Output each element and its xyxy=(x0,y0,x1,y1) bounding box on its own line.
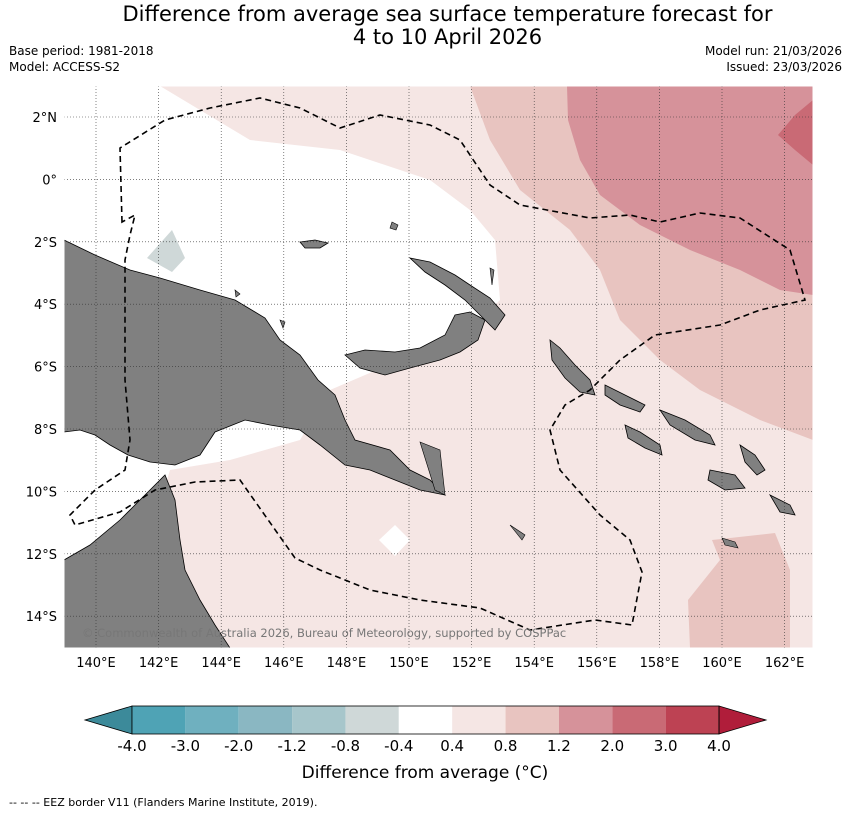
longitude-tick-label: 142°E xyxy=(139,656,179,671)
anomaly-band-2.0 xyxy=(778,100,813,165)
colorbar-extend-high xyxy=(718,705,768,735)
latitude-tick-label: 6°S xyxy=(34,361,57,376)
land-bougainville xyxy=(549,339,596,396)
land-new-ireland xyxy=(408,257,506,331)
colorbar-tick-label: -0.4 xyxy=(384,737,413,755)
title-line-1: Difference from average sea surface temp… xyxy=(122,2,773,26)
colorbar-tick-label: 0.8 xyxy=(494,737,518,755)
colorbar-tick-label: -4.0 xyxy=(117,737,146,755)
latitude-labels: 2°N 0° 2°S 4°S 6°S 8°S 10°S 12°S 14°S xyxy=(26,111,57,625)
longitude-tick-label: 154°E xyxy=(514,656,554,671)
anomaly-band-1.2 xyxy=(567,86,813,295)
sst-map: © Commonwealth of Australia 2026, Bureau… xyxy=(26,85,814,671)
colorbar-segment xyxy=(185,706,239,734)
grid-lines xyxy=(64,86,813,648)
anomaly-patch-neutral xyxy=(379,525,410,556)
colorbar-tick-label: 4.0 xyxy=(707,737,731,755)
land-australia-cape-york xyxy=(64,474,231,648)
colorbar-outline xyxy=(131,705,720,735)
colorbar-segment xyxy=(612,706,666,734)
colorbar-tick-label: -1.2 xyxy=(277,737,306,755)
colorbar-segment xyxy=(398,706,453,734)
colorbar-extend-low xyxy=(83,705,133,735)
longitude-tick-label: 156°E xyxy=(577,656,617,671)
colorbar-segment xyxy=(558,706,613,734)
longitude-tick-label: 140°E xyxy=(76,656,116,671)
land-solomon-islands xyxy=(604,384,796,516)
model-name: Model: ACCESS-S2 xyxy=(9,60,121,74)
longitude-tick-label: 158°E xyxy=(640,656,680,671)
meta-right: Model run: 21/03/2026 Issued: 23/03/2026 xyxy=(705,43,842,75)
latitude-tick-label: 2°S xyxy=(34,236,57,251)
longitude-tick-label: 148°E xyxy=(327,656,367,671)
colorbar-segment xyxy=(292,706,346,734)
model-run: Model run: 21/03/2026 xyxy=(704,44,842,58)
colorbar-segment xyxy=(345,706,399,734)
colorbar-segment xyxy=(238,706,293,734)
colorbar-title: Difference from average (°C) xyxy=(301,763,549,783)
colorbar-tick-label: -0.8 xyxy=(331,737,360,755)
colorbar-segment xyxy=(132,706,186,734)
eez-footnote: -- -- -- EEZ border V11 (Flanders Marine… xyxy=(9,796,318,809)
longitude-labels: 140°E 142°E 144°E 146°E 148°E 150°E 152°E 154°E… xyxy=(76,656,804,671)
meta-left: Base period: 1981-2018 Model: ACCESS-S2 xyxy=(9,43,154,75)
latitude-tick-label: 14°S xyxy=(26,610,57,625)
colorbar-tick-label: 1.2 xyxy=(547,737,571,755)
map-title: Difference from average sea surface temp… xyxy=(0,3,850,49)
longitude-tick-label: 144°E xyxy=(201,656,241,671)
latitude-tick-label: 10°S xyxy=(26,485,57,500)
latitude-tick-label: 0° xyxy=(42,173,57,188)
colorbar-tick-label: -3.0 xyxy=(171,737,200,755)
base-period: Base period: 1981-2018 xyxy=(9,44,154,58)
colorbar-tick-label: 3.0 xyxy=(654,737,678,755)
longitude-tick-label: 152°E xyxy=(452,656,492,671)
latitude-tick-label: 2°N xyxy=(33,111,58,126)
copyright-text: © Commonwealth of Australia 2026, Bureau… xyxy=(82,626,566,640)
land-small-islands xyxy=(234,221,739,549)
latitude-tick-label: 4°S xyxy=(34,298,57,313)
anomaly-patch-cool xyxy=(147,230,185,272)
issued-date: Issued: 23/03/2026 xyxy=(726,60,842,74)
colorbar-segment xyxy=(505,706,559,734)
latitude-tick-label: 8°S xyxy=(34,423,57,438)
longitude-tick-label: 162°E xyxy=(765,656,805,671)
latitude-tick-label: 12°S xyxy=(26,548,57,563)
longitude-tick-label: 160°E xyxy=(702,656,742,671)
longitude-tick-label: 150°E xyxy=(389,656,429,671)
longitude-tick-label: 146°E xyxy=(264,656,304,671)
colorbar-tick-label: -2.0 xyxy=(224,737,253,755)
colorbar-tick-label: 2.0 xyxy=(600,737,624,755)
map-frame xyxy=(63,85,814,649)
colorbar-segment xyxy=(665,706,719,734)
eez-border xyxy=(69,97,807,631)
colorbar-segment xyxy=(452,706,506,734)
anomaly-patch-southeast xyxy=(688,533,790,648)
colorbar-tick-label: 0.4 xyxy=(440,737,464,755)
title-line-2: 4 to 10 April 2026 xyxy=(352,25,543,49)
land-new-guinea xyxy=(64,239,447,496)
